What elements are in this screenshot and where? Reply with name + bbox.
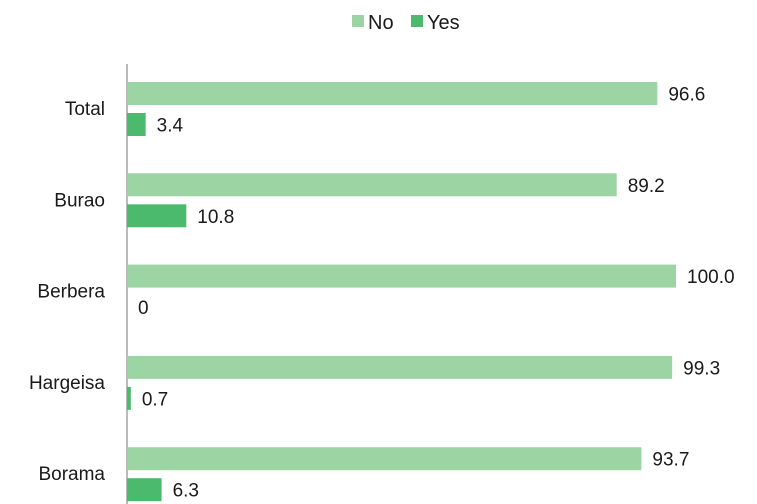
legend-label-yes: Yes	[427, 12, 460, 34]
data-label-no-berbera: 100.0	[687, 267, 735, 288]
bar-yes-borama	[127, 478, 162, 502]
bar-no-hargeisa	[127, 355, 673, 379]
bar-no-total	[127, 82, 658, 105]
bar-yes-burao	[127, 204, 187, 228]
data-label-no-burao: 89.2	[628, 176, 665, 197]
bar-no-borama	[127, 447, 642, 471]
data-label-yes-total: 3.4	[157, 116, 184, 137]
data-label-yes-hargeisa: 0.7	[142, 389, 168, 410]
bar-yes-total	[127, 113, 146, 136]
legend-label-no: No	[368, 12, 394, 34]
data-label-no-total: 96.6	[668, 85, 705, 106]
category-label-burao: Burao	[54, 190, 105, 211]
labels-group: Total 96.6 3.4 Burao 89.2 10.8 Berbera 100.0 0 Ha…	[29, 85, 735, 502]
legend-swatch-yes	[411, 15, 423, 27]
data-label-yes-burao: 10.8	[197, 207, 234, 228]
bars-group	[127, 82, 676, 502]
legend-swatch-no	[352, 15, 364, 27]
bar-yes-hargeisa	[127, 386, 131, 410]
category-label-hargeisa: Hargeisa	[29, 373, 105, 394]
data-label-yes-berbera: 0	[138, 298, 149, 319]
bar-no-burao	[127, 173, 617, 197]
data-label-yes-borama: 6.3	[173, 481, 199, 502]
data-label-no-hargeisa: 99.3	[683, 358, 720, 379]
category-label-borama: Borama	[38, 464, 105, 485]
data-label-no-borama: 93.7	[652, 450, 689, 471]
category-label-berbera: Berbera	[37, 282, 105, 303]
bar-no-berbera	[127, 264, 676, 288]
chart-legend: No Yes	[352, 12, 460, 34]
category-label-total: Total	[65, 99, 105, 120]
